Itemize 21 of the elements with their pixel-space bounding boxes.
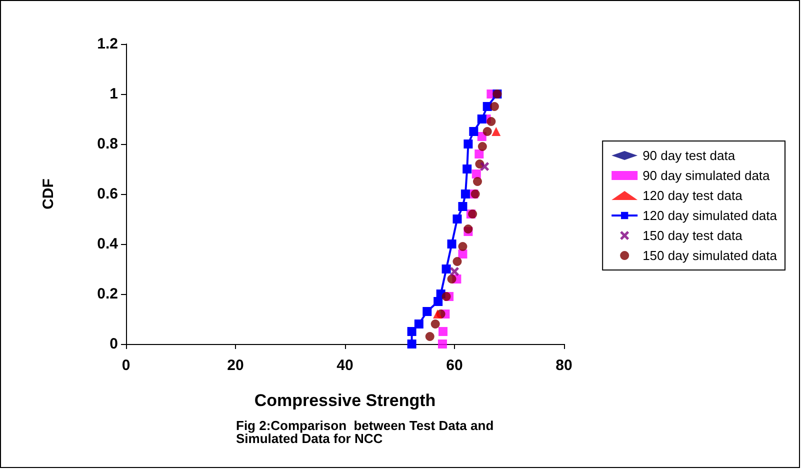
legend-label: 90 day simulated data	[642, 168, 771, 183]
y-tick-label: 0.6	[97, 186, 118, 202]
x-tick-label: 20	[227, 357, 244, 374]
y-tick-label: 0	[110, 336, 118, 352]
x-tick-label: 40	[336, 357, 354, 374]
caption: Fig 2:Comparison between Test Data and Simulated Data for NCC	[236, 418, 498, 446]
y-tick-label: 1	[110, 86, 118, 102]
x-tick-label: 60	[446, 357, 463, 374]
legend-label: 90 day test data	[642, 148, 736, 163]
legend-label: 120 day test data	[642, 188, 744, 203]
y-axis-title: CDF	[40, 178, 57, 210]
x-axis-title: Compressive Strength	[254, 391, 436, 410]
x-tick-label: 80	[556, 357, 572, 374]
y-tick-label: 0.8	[97, 136, 118, 152]
legend-label: 150 day test data	[642, 228, 744, 243]
y-tick-label: 0.2	[97, 286, 118, 302]
y-tick-label: 1.2	[97, 36, 118, 52]
legend-label: 120 day simulated data	[642, 208, 778, 223]
legend-label: 150 day simulated data	[642, 248, 778, 263]
x-tick-label: 0	[122, 357, 130, 374]
y-tick-label: 0.4	[97, 236, 119, 252]
